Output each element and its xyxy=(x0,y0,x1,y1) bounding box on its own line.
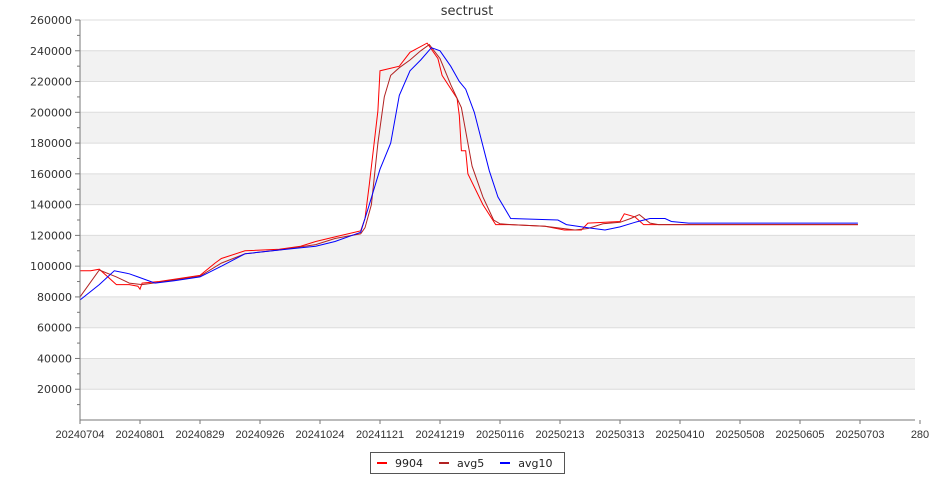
y-tick-labels: 20000 40000 60000 80000 100000 120000 140000 16… xyxy=(30,14,72,396)
x-tick-label: 20250605 xyxy=(776,429,825,441)
y-tick-label: 180000 xyxy=(30,137,72,150)
x-tick-label: 20250508 xyxy=(716,429,765,441)
x-tick-labels: 20240704 20240801 20240829 20240926 20241024… xyxy=(56,429,930,441)
background-band xyxy=(80,235,915,267)
legend-label: avg5 xyxy=(457,456,485,470)
legend-item-9904: 9904 xyxy=(377,457,423,470)
x-tick-label: 20250313 xyxy=(596,429,645,441)
axes xyxy=(75,19,921,424)
series-line-9904 xyxy=(80,42,858,291)
background-band xyxy=(80,112,915,144)
y-tick-label: 260000 xyxy=(30,14,72,27)
background-band xyxy=(80,296,915,328)
y-tick-label: 120000 xyxy=(30,229,72,242)
x-tick-label: 20240704 xyxy=(56,429,105,441)
y-tick-label: 220000 xyxy=(30,76,72,89)
series-line-avg10 xyxy=(79,47,858,301)
y-tick-label: 200000 xyxy=(30,106,72,119)
legend-item-avg5: avg5 xyxy=(439,457,484,470)
x-tick-label: 280 xyxy=(911,429,929,441)
legend-swatch xyxy=(439,462,449,464)
y-tick-label: 140000 xyxy=(30,199,72,212)
chart-title: sectrust xyxy=(441,4,493,19)
legend-label: avg10 xyxy=(518,456,553,470)
y-tick-label: 160000 xyxy=(30,168,72,181)
x-tick-label: 20240926 xyxy=(236,429,285,441)
x-tick-label: 20240801 xyxy=(116,429,165,441)
x-tick-label: 20241121 xyxy=(356,429,404,441)
legend-item-avg10: avg10 xyxy=(500,457,552,470)
x-tick-label: 20250116 xyxy=(476,429,524,441)
y-tick-label: 40000 xyxy=(37,352,72,365)
series-lines xyxy=(79,42,858,301)
legend: 9904 avg5 avg10 xyxy=(370,452,565,474)
y-tick-label: 60000 xyxy=(37,322,72,335)
x-tick-label: 20250703 xyxy=(836,429,885,441)
x-tick-label: 20250410 xyxy=(656,429,705,441)
legend-swatch xyxy=(377,462,387,464)
y-tick-label: 240000 xyxy=(30,45,72,58)
gridlines xyxy=(80,19,915,390)
legend-swatch xyxy=(500,462,511,464)
legend-label: 9904 xyxy=(395,456,423,470)
background-band xyxy=(80,173,915,205)
x-tick-label: 20241219 xyxy=(416,429,465,441)
background-band xyxy=(80,50,915,82)
y-tick-label: 100000 xyxy=(30,260,72,273)
background-band xyxy=(80,358,915,390)
x-tick-label: 20240829 xyxy=(176,429,225,441)
y-tick-label: 20000 xyxy=(37,383,72,396)
x-tick-label: 20250213 xyxy=(536,429,585,441)
x-tick-label: 20241024 xyxy=(296,429,345,441)
series-line-avg5 xyxy=(79,43,858,298)
y-tick-label: 80000 xyxy=(37,291,72,304)
background-bands xyxy=(80,50,915,390)
